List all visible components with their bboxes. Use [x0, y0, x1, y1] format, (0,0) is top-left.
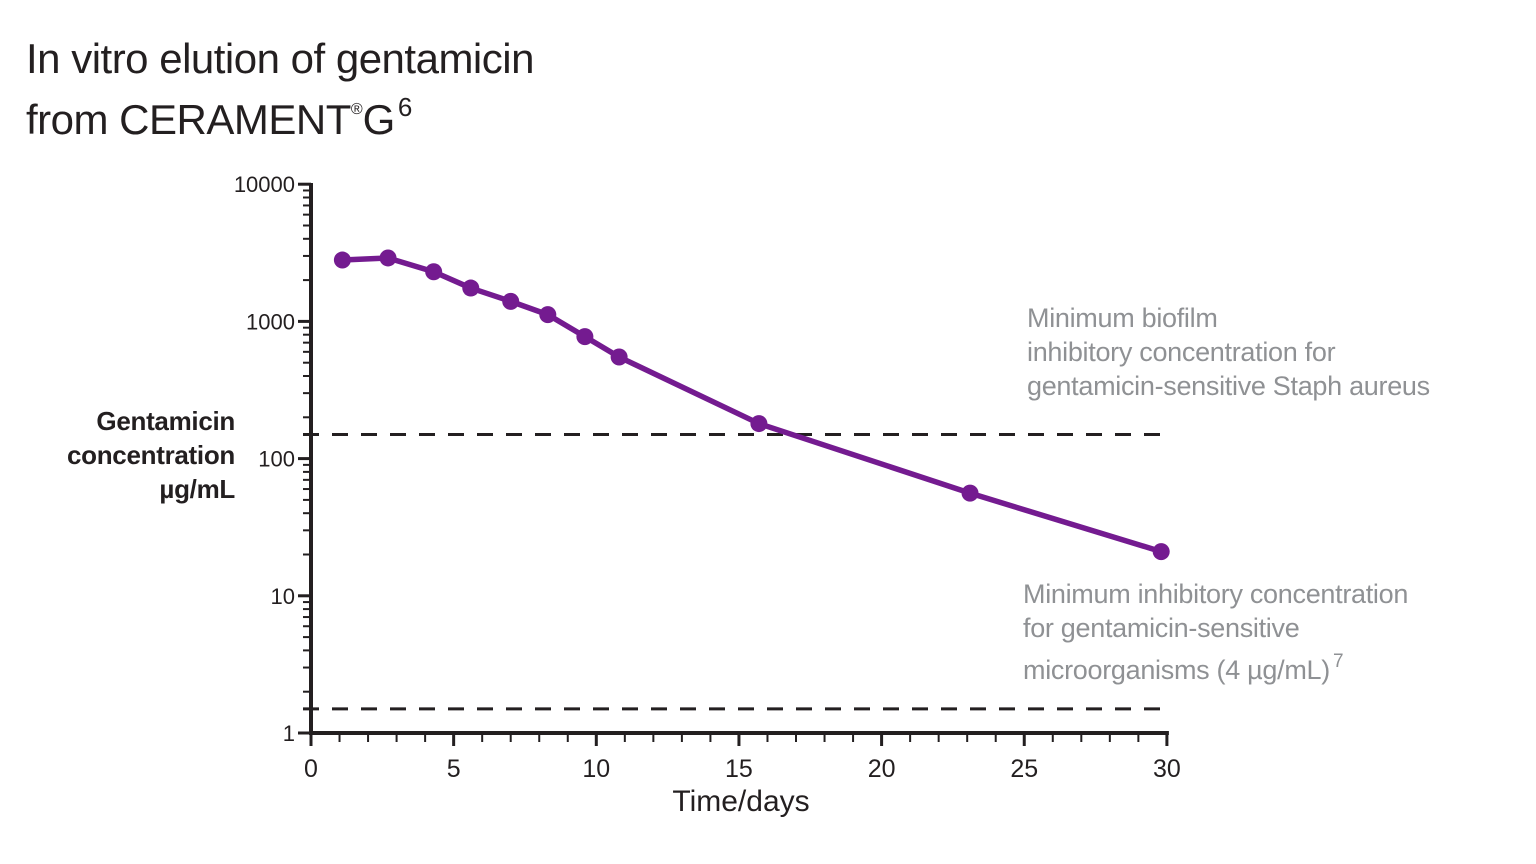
annotation-biofilm-mbic: Minimum biofilm inhibitory concentration… [1027, 301, 1430, 403]
chart-title: In vitro elution of gentamicin from CERA… [26, 34, 534, 144]
annotation-line: inhibitory concentration for [1027, 337, 1336, 367]
y-tick-label: 100 [258, 447, 295, 472]
data-point-marker [462, 279, 480, 297]
data-point-marker [576, 328, 594, 346]
data-point-marker [961, 484, 979, 502]
data-point-marker [379, 249, 397, 267]
y-tick-label: 1000 [246, 309, 295, 334]
data-point-marker [539, 306, 557, 324]
data-point-marker [333, 251, 351, 269]
y-tick-label: 1 [283, 721, 295, 746]
chart-title-line1: In vitro elution of gentamicin [26, 35, 534, 82]
x-tick-label: 30 [1153, 755, 1181, 783]
annotation-line: Minimum biofilm [1027, 303, 1218, 333]
x-tick-label: 5 [447, 755, 461, 783]
title-reference-number: 6 [397, 92, 412, 122]
chart-title-line2-text: from CERAMENT [26, 96, 351, 143]
x-tick-label: 15 [725, 755, 753, 783]
y-axis-title-line: Gentamicin [96, 406, 235, 436]
annotation-line-text: microorganisms (4 µg/mL) [1023, 655, 1330, 685]
annotation-line: gentamicin-sensitive Staph aureus [1027, 371, 1430, 401]
data-point-marker [502, 292, 520, 310]
x-axis-title: Time/days [672, 785, 810, 818]
chart-title-line2-suffix: G [362, 96, 396, 143]
data-point-marker [1152, 543, 1170, 561]
annotation-reference-number: 7 [1332, 651, 1344, 672]
data-point-marker [750, 415, 768, 433]
registered-trademark-symbol: ® [350, 101, 363, 118]
x-tick-label: 0 [304, 755, 318, 783]
annotation-line: Minimum inhibitory concentration [1023, 579, 1409, 609]
y-tick-label: 10000 [234, 172, 295, 197]
chart-title-line2: from CERAMENT®G 6 [26, 92, 412, 143]
y-axis-title-line: concentration [66, 440, 235, 470]
y-axis-title-line: µg/mL [159, 474, 235, 504]
y-axis-title: Gentamicin concentration µg/mL [18, 404, 235, 506]
x-tick-label: 20 [868, 755, 896, 783]
data-point-marker [610, 348, 628, 366]
annotation-mic: Minimum inhibitory concentration for gen… [1023, 577, 1408, 687]
data-point-marker [425, 263, 443, 281]
annotation-line: microorganisms (4 µg/mL) 7 [1023, 645, 1408, 687]
x-tick-label: 10 [582, 755, 610, 783]
x-tick-label: 25 [1010, 755, 1038, 783]
annotation-line: for gentamicin-sensitive [1023, 613, 1300, 643]
y-tick-label: 10 [271, 584, 295, 609]
